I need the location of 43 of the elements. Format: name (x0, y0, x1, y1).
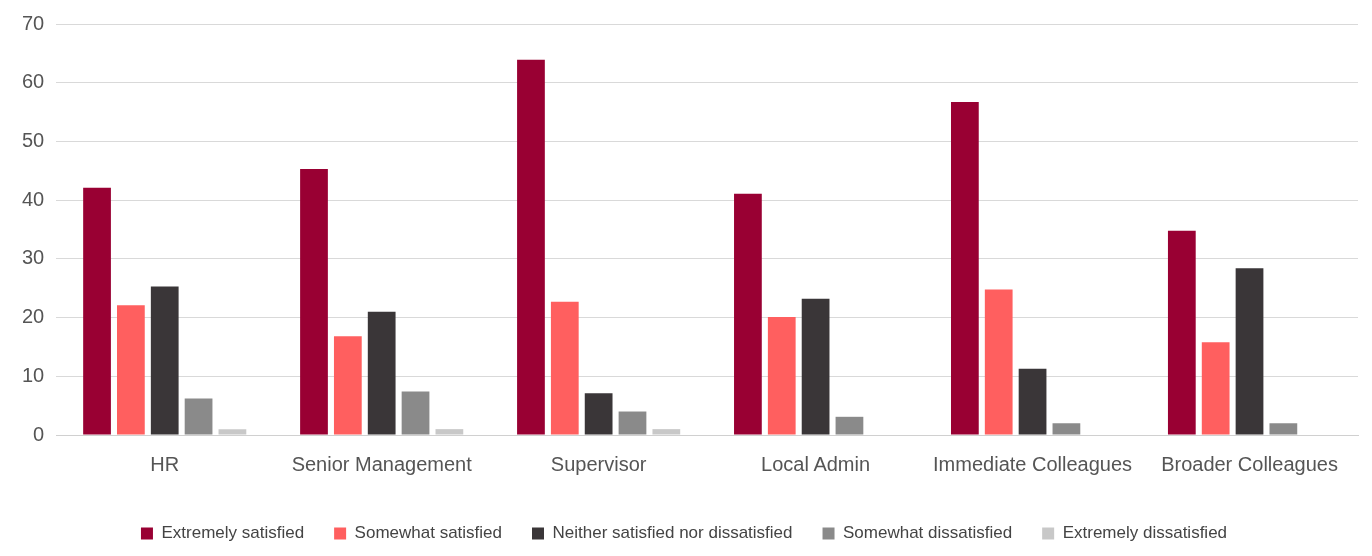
bar (184, 398, 213, 435)
x-tick-label: Supervisor (550, 452, 647, 475)
bar (950, 102, 979, 435)
bar (150, 286, 179, 435)
bar (618, 411, 647, 435)
bar (1201, 342, 1230, 435)
bar (1018, 368, 1047, 435)
legend-label: Extremely satisfied (161, 523, 305, 543)
y-tick-label: 10 (22, 363, 45, 386)
bar (401, 391, 430, 435)
bar (767, 316, 796, 435)
bar (1235, 268, 1264, 435)
bar (333, 336, 362, 435)
bar (517, 59, 545, 435)
bar (801, 298, 830, 435)
x-tick-label: Local Admin (761, 452, 871, 475)
y-tick-label: 20 (22, 305, 45, 328)
legend-label: Neither satisfied nor dissatisfied (552, 523, 793, 543)
bar (734, 193, 762, 435)
y-tick-label: 0 (33, 422, 45, 445)
bar (300, 169, 328, 435)
legend-label: Somewhat dissatisfied (843, 523, 1013, 543)
bar (835, 416, 864, 435)
y-tick-label: 50 (22, 128, 45, 151)
bar (367, 311, 396, 435)
bar (117, 305, 145, 435)
legend-label: Extremely dissatisfied (1062, 523, 1228, 543)
y-tick-label: 60 (22, 70, 45, 93)
bar (1269, 423, 1298, 435)
bar (1167, 230, 1196, 435)
y-tick-label: 40 (22, 187, 45, 210)
bar (1052, 423, 1081, 435)
bar (83, 187, 111, 435)
bar (550, 301, 579, 435)
bar (984, 289, 1013, 435)
bar (584, 393, 613, 435)
x-tick-label: Immediate Colleagues (933, 452, 1133, 475)
x-tick-label: Broader Colleagues (1161, 452, 1338, 475)
y-tick-label: 30 (22, 246, 45, 269)
x-tick-label: HR (150, 452, 180, 475)
legend-label: Somewhat satisfied (354, 523, 503, 543)
x-tick-label: Senior Management (291, 452, 473, 475)
y-tick-label: 70 (22, 11, 45, 34)
